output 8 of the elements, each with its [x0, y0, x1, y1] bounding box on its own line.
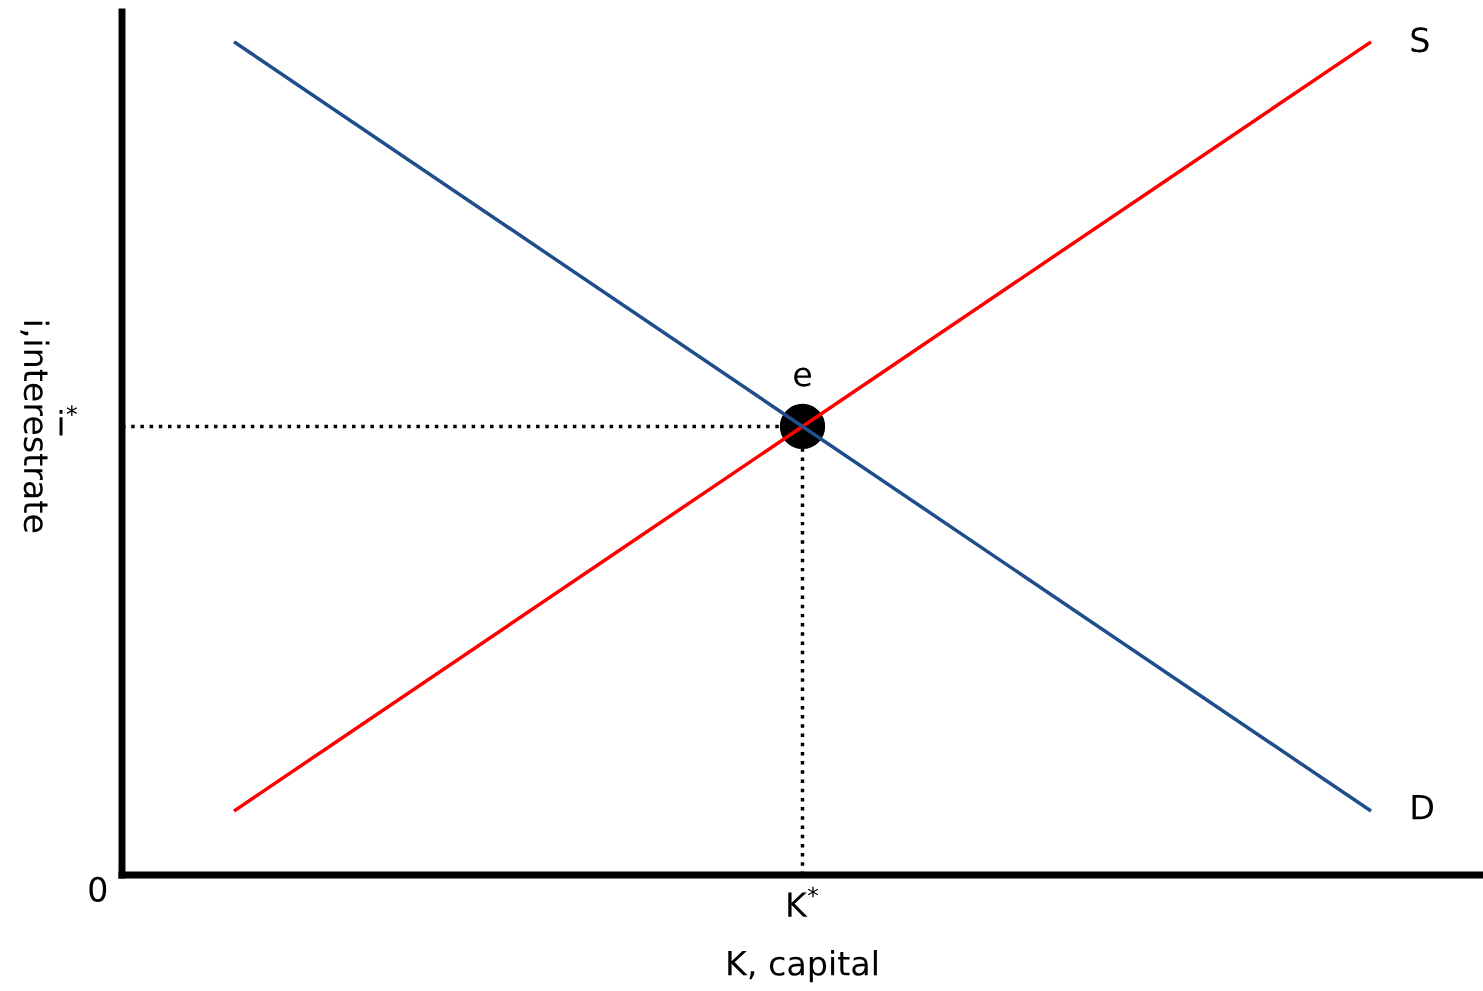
- series-label: D: [1412, 794, 1433, 820]
- text: K$^{*}$: [788, 886, 819, 917]
- y-axis-title: i,interestrate: [20, 321, 50, 533]
- ref-line-label: i$^{*}$: [59, 405, 77, 436]
- series-label: S: [1411, 27, 1429, 53]
- annotation: e: [794, 367, 811, 387]
- text: 0: [89, 876, 107, 902]
- x-axis-title: K, capital: [728, 950, 877, 983]
